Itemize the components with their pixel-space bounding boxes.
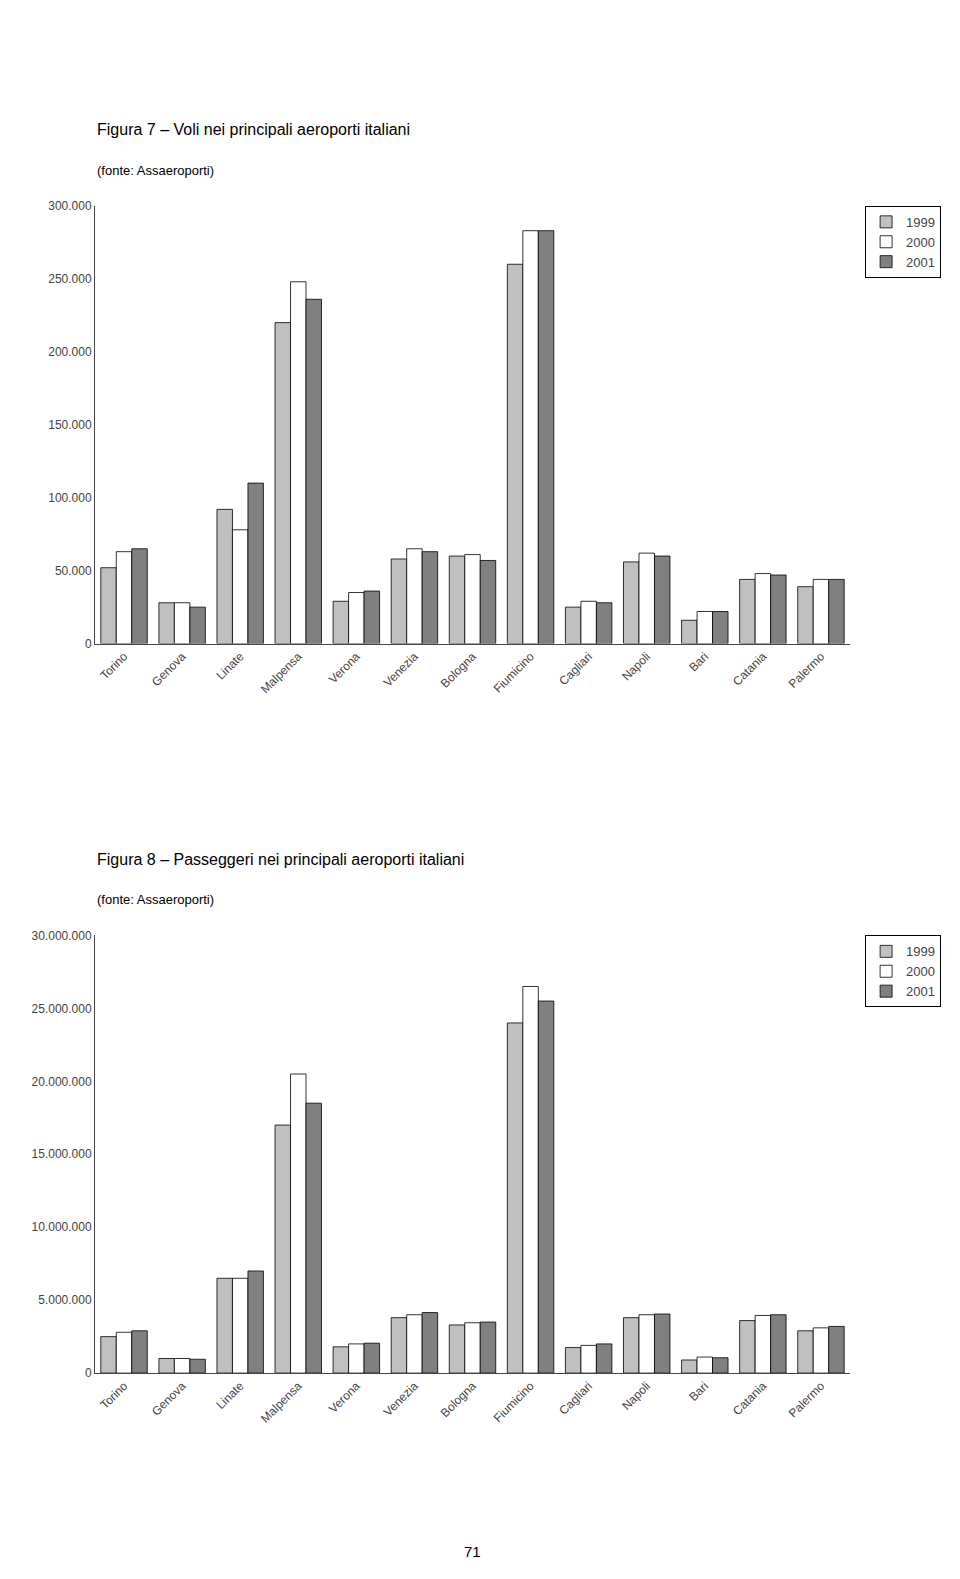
svg-text:Catania: Catania bbox=[730, 649, 769, 688]
svg-text:20.000.000: 20.000.000 bbox=[32, 1075, 92, 1089]
svg-text:Fiumicino: Fiumicino bbox=[491, 1379, 537, 1425]
svg-text:Malpensa: Malpensa bbox=[258, 1379, 305, 1426]
svg-text:50.000: 50.000 bbox=[55, 564, 92, 578]
svg-text:2000: 2000 bbox=[906, 964, 935, 979]
svg-text:5.000.000: 5.000.000 bbox=[38, 1293, 92, 1307]
svg-text:Genova: Genova bbox=[149, 649, 189, 689]
svg-text:Torino: Torino bbox=[97, 1379, 130, 1412]
svg-text:1999: 1999 bbox=[906, 944, 935, 959]
svg-text:Bari: Bari bbox=[686, 1379, 711, 1404]
svg-text:Malpensa: Malpensa bbox=[258, 649, 305, 696]
svg-text:Catania: Catania bbox=[730, 1379, 769, 1418]
svg-text:0: 0 bbox=[85, 1366, 92, 1380]
svg-text:(fonte: Assaeroporti): (fonte: Assaeroporti) bbox=[97, 163, 214, 178]
svg-text:25.000.000: 25.000.000 bbox=[32, 1002, 92, 1016]
svg-text:Fiumicino: Fiumicino bbox=[491, 649, 537, 695]
svg-text:Linate: Linate bbox=[214, 649, 247, 682]
svg-text:Cagliari: Cagliari bbox=[556, 649, 595, 688]
svg-text:Venezia: Venezia bbox=[381, 649, 421, 689]
svg-text:Bologna: Bologna bbox=[438, 649, 479, 690]
svg-text:30.000.000: 30.000.000 bbox=[32, 929, 92, 943]
svg-text:Napoli: Napoli bbox=[619, 1379, 653, 1413]
svg-text:Genova: Genova bbox=[149, 1379, 189, 1419]
svg-text:Verona: Verona bbox=[326, 1379, 363, 1416]
svg-text:200.000: 200.000 bbox=[48, 345, 92, 359]
svg-text:Venezia: Venezia bbox=[381, 1379, 421, 1419]
svg-text:Verona: Verona bbox=[326, 649, 363, 686]
svg-text:Napoli: Napoli bbox=[619, 649, 653, 683]
svg-text:(fonte: Assaeroporti): (fonte: Assaeroporti) bbox=[97, 892, 214, 907]
svg-text:100.000: 100.000 bbox=[48, 491, 92, 505]
svg-text:2000: 2000 bbox=[906, 235, 935, 250]
svg-text:Cagliari: Cagliari bbox=[556, 1379, 595, 1418]
svg-text:71: 71 bbox=[464, 1543, 481, 1560]
svg-text:0: 0 bbox=[85, 637, 92, 651]
svg-text:15.000.000: 15.000.000 bbox=[32, 1147, 92, 1161]
svg-text:Figura 7 – Voli nei principali: Figura 7 – Voli nei principali aeroporti… bbox=[97, 121, 410, 138]
svg-text:Bari: Bari bbox=[686, 649, 711, 674]
svg-text:Torino: Torino bbox=[97, 649, 130, 682]
svg-text:250.000: 250.000 bbox=[48, 272, 92, 286]
svg-text:Linate: Linate bbox=[214, 1379, 247, 1412]
svg-text:10.000.000: 10.000.000 bbox=[32, 1220, 92, 1234]
svg-text:150.000: 150.000 bbox=[48, 418, 92, 432]
svg-text:2001: 2001 bbox=[906, 255, 935, 270]
svg-text:Figura 8 – Passeggeri nei prin: Figura 8 – Passeggeri nei principali aer… bbox=[97, 851, 464, 868]
svg-text:1999: 1999 bbox=[906, 215, 935, 230]
svg-text:Palermo: Palermo bbox=[786, 649, 828, 691]
svg-text:Bologna: Bologna bbox=[438, 1379, 479, 1420]
svg-text:Palermo: Palermo bbox=[786, 1379, 828, 1421]
svg-text:300.000: 300.000 bbox=[48, 199, 92, 213]
svg-text:2001: 2001 bbox=[906, 984, 935, 999]
